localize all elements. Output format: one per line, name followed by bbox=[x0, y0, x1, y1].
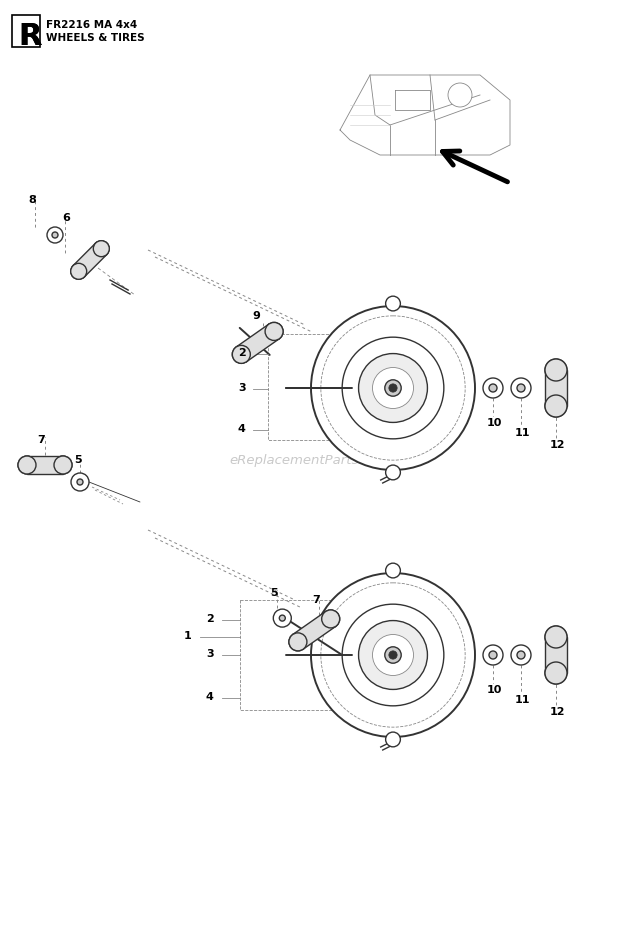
Circle shape bbox=[71, 263, 87, 279]
Circle shape bbox=[358, 620, 427, 690]
Text: 3: 3 bbox=[206, 649, 214, 659]
Circle shape bbox=[545, 662, 567, 684]
Circle shape bbox=[265, 323, 283, 340]
Circle shape bbox=[18, 456, 36, 474]
Bar bbox=[268, 334, 378, 440]
Circle shape bbox=[545, 662, 567, 684]
Circle shape bbox=[54, 456, 72, 474]
Circle shape bbox=[273, 609, 291, 627]
Text: 11: 11 bbox=[515, 695, 531, 705]
Circle shape bbox=[385, 380, 401, 396]
Circle shape bbox=[483, 378, 503, 398]
Circle shape bbox=[489, 384, 497, 392]
Text: 1: 1 bbox=[184, 631, 192, 641]
Circle shape bbox=[358, 353, 427, 423]
Text: 10: 10 bbox=[487, 685, 502, 695]
Text: 4: 4 bbox=[238, 424, 246, 434]
Circle shape bbox=[232, 346, 250, 363]
Circle shape bbox=[386, 296, 401, 311]
Text: 3: 3 bbox=[238, 383, 246, 393]
Text: WHEELS & TIRES: WHEELS & TIRES bbox=[46, 33, 144, 43]
Circle shape bbox=[54, 456, 72, 474]
Text: 11: 11 bbox=[515, 428, 531, 438]
Circle shape bbox=[279, 616, 285, 621]
Text: eReplacementParts.com: eReplacementParts.com bbox=[229, 453, 391, 466]
Text: 2: 2 bbox=[206, 614, 214, 624]
Circle shape bbox=[18, 456, 36, 474]
Circle shape bbox=[94, 241, 109, 257]
Circle shape bbox=[71, 473, 89, 491]
Text: FR2216 MA 4x4: FR2216 MA 4x4 bbox=[46, 20, 137, 30]
Text: 5: 5 bbox=[270, 588, 278, 598]
Text: 12: 12 bbox=[550, 440, 565, 450]
Polygon shape bbox=[545, 637, 567, 673]
Text: 8: 8 bbox=[28, 195, 36, 205]
Text: R: R bbox=[18, 22, 42, 51]
Polygon shape bbox=[293, 612, 336, 649]
Circle shape bbox=[289, 633, 307, 651]
Circle shape bbox=[489, 651, 497, 659]
Text: 4: 4 bbox=[206, 692, 214, 702]
Text: R: R bbox=[18, 22, 42, 51]
Circle shape bbox=[517, 651, 525, 659]
Circle shape bbox=[545, 626, 567, 648]
Text: 10: 10 bbox=[487, 418, 502, 428]
Text: 2: 2 bbox=[238, 348, 246, 358]
Circle shape bbox=[232, 346, 250, 363]
Circle shape bbox=[47, 227, 63, 243]
Circle shape bbox=[373, 634, 414, 676]
Circle shape bbox=[342, 337, 444, 438]
Circle shape bbox=[517, 384, 525, 392]
Circle shape bbox=[545, 395, 567, 417]
Circle shape bbox=[448, 83, 472, 107]
Circle shape bbox=[483, 645, 503, 665]
Text: 9: 9 bbox=[253, 311, 260, 321]
Circle shape bbox=[52, 232, 58, 238]
Circle shape bbox=[289, 633, 307, 651]
Bar bbox=[12, 15, 40, 47]
Text: 6: 6 bbox=[62, 213, 70, 223]
Circle shape bbox=[322, 610, 340, 628]
Circle shape bbox=[545, 359, 567, 381]
Text: 5: 5 bbox=[74, 455, 82, 465]
Circle shape bbox=[94, 241, 109, 257]
Polygon shape bbox=[73, 243, 107, 277]
Bar bbox=[240, 600, 370, 710]
Polygon shape bbox=[27, 456, 63, 474]
Circle shape bbox=[389, 384, 397, 392]
Text: 7: 7 bbox=[37, 435, 45, 445]
Polygon shape bbox=[545, 370, 567, 406]
Circle shape bbox=[389, 651, 397, 659]
Circle shape bbox=[311, 306, 475, 470]
Circle shape bbox=[373, 367, 414, 409]
Text: 7: 7 bbox=[312, 595, 320, 605]
Circle shape bbox=[321, 316, 465, 460]
Circle shape bbox=[511, 378, 531, 398]
Circle shape bbox=[545, 395, 567, 417]
Circle shape bbox=[545, 359, 567, 381]
Text: 12: 12 bbox=[550, 707, 565, 717]
Circle shape bbox=[545, 626, 567, 648]
Polygon shape bbox=[236, 324, 279, 362]
Circle shape bbox=[311, 573, 475, 737]
Circle shape bbox=[71, 263, 87, 279]
Circle shape bbox=[511, 645, 531, 665]
Circle shape bbox=[386, 465, 401, 480]
Circle shape bbox=[77, 479, 83, 485]
Circle shape bbox=[265, 323, 283, 340]
Circle shape bbox=[386, 564, 401, 578]
Circle shape bbox=[385, 647, 401, 663]
Circle shape bbox=[322, 610, 340, 628]
Circle shape bbox=[386, 732, 401, 747]
Circle shape bbox=[321, 583, 465, 727]
Circle shape bbox=[342, 604, 444, 705]
